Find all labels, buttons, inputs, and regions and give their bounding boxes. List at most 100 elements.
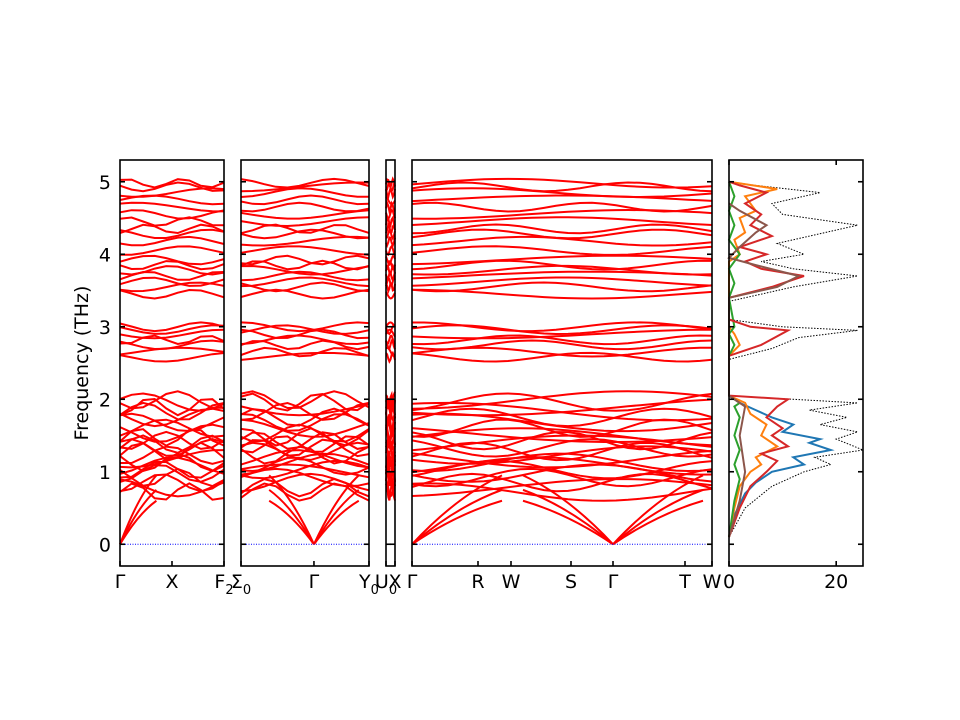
band-line [385,255,396,267]
y-axis-label: Frequency (THz) [71,286,93,441]
band-line [240,452,370,473]
band-line [119,181,225,193]
y-tick-label: 5 [99,172,111,194]
x-tick-subscript: 0 [389,583,397,598]
y-tick-label: 1 [99,462,111,484]
band-line [411,259,713,271]
acoustic-branch [612,474,704,545]
band-line [119,209,225,220]
x-tick-label: Γ [608,571,619,593]
band-line [119,473,225,493]
band-line [411,228,713,240]
band-line [411,201,713,213]
band-line [119,216,225,227]
band-line [385,334,396,346]
band-line [385,350,396,364]
band-line [385,321,396,328]
y-tick-label: 4 [99,244,111,266]
band-line [240,209,370,220]
band-line [411,334,713,346]
band-line [119,260,225,271]
band-line [119,461,225,479]
band-line [411,181,713,193]
band-line [240,276,370,288]
band-line [240,216,370,228]
acoustic-branch [522,488,614,546]
band-line [119,201,225,213]
panel-frame-segment-4 [411,159,713,567]
band-line [119,276,225,287]
band-line [411,328,712,340]
band-line [119,390,225,410]
acoustic-branch [612,499,704,546]
x-tick-subscript: 2 [225,583,233,598]
dos-series-line [727,202,802,538]
band-line [240,401,370,421]
band-line [411,216,713,226]
band-line [240,181,370,193]
band-line [411,339,713,351]
band-line [119,328,225,340]
band-line [411,427,713,443]
band-line [240,418,370,438]
x-tick-label: X [388,571,401,593]
x-tick-label: W [502,571,521,593]
band-line [385,236,396,249]
acoustic-branch [522,474,614,545]
band-line [120,445,225,465]
x-tick-label: Γ [115,571,126,593]
band-line [119,441,225,461]
band-line [411,276,713,287]
band-line [119,321,225,333]
band-line [119,438,225,457]
band-line [385,391,396,411]
band-line [119,434,225,454]
band-line [240,324,370,335]
band-line [119,397,225,417]
band-line [119,288,225,300]
band-line [240,264,370,276]
band-line [411,392,713,412]
band-line [411,407,713,428]
band-line [385,222,396,234]
band-line [411,245,713,256]
band-line [119,223,225,235]
band-line [240,194,370,206]
band-line [385,199,396,215]
band-line [411,254,713,266]
x-tick-subscript: 0 [371,583,379,598]
dos-series-line [728,180,805,538]
band-line [240,459,370,480]
x-tick-subscript: 0 [243,583,251,598]
band-line [385,208,396,221]
band-line [119,245,225,256]
band-line [411,194,713,203]
panel-frame-segment-1 [119,159,225,567]
band-line [385,339,396,351]
frame-layer [119,159,864,567]
band-line [240,254,370,266]
band-line [411,438,713,458]
band-line [240,187,369,198]
band-line [119,346,225,356]
band-line [240,346,370,358]
band-line [411,431,713,451]
band-line [411,187,713,199]
acoustic-branch [268,474,315,545]
acoustic-branch [411,488,503,546]
band-line [119,339,225,351]
y-tick-label: 2 [99,389,111,411]
band-line [119,235,225,247]
band-line [240,223,370,235]
band-line [240,392,370,412]
band-line [411,472,713,493]
dos-x-tick-label: 0 [723,571,735,593]
band-line [411,449,713,469]
band-line [119,412,225,433]
panel-frame-segment-2 [240,159,370,567]
band-line [119,254,225,266]
acoustic-branch [119,474,158,545]
band-line [240,270,370,282]
band-line [240,177,370,189]
